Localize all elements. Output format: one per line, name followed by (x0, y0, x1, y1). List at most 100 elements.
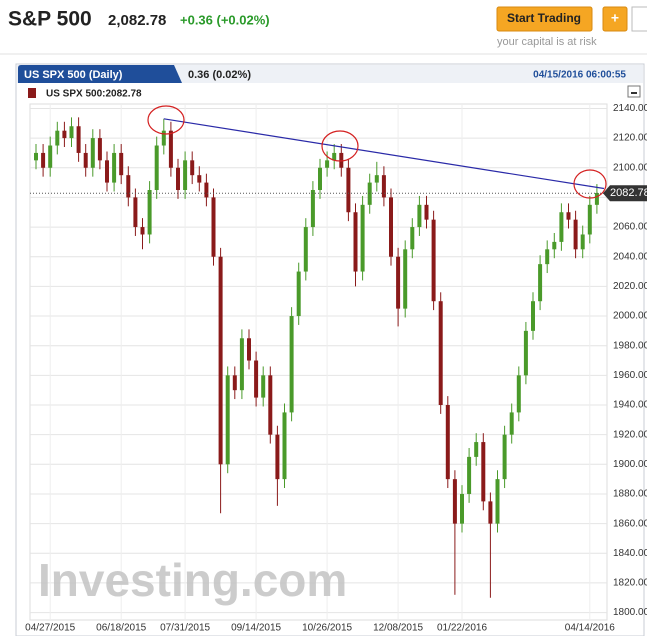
candle-body (552, 241, 557, 250)
candle-body (97, 138, 102, 161)
y-tick-label: 1820.00 (613, 578, 647, 589)
y-tick-label: 2060.00 (613, 222, 647, 233)
candle-body (232, 375, 237, 391)
candle-body (353, 212, 358, 272)
candle-body (218, 256, 223, 465)
candle-body (275, 434, 280, 480)
candle-body (396, 256, 401, 309)
candle-body (133, 197, 138, 228)
candle-body (225, 375, 230, 465)
x-tick-label: 12/08/2015 (373, 623, 423, 634)
risk-note: your capital is at risk (497, 36, 597, 48)
x-tick-label: 07/31/2015 (160, 623, 210, 634)
candle-body (83, 152, 88, 168)
change-label: 0.36 (0.02%) (188, 69, 251, 81)
y-tick-label: 2120.00 (613, 133, 647, 144)
candle-body (154, 145, 159, 190)
candle-body (360, 204, 365, 272)
candle-body (126, 175, 131, 198)
last-price-label: 2082.78 (610, 187, 647, 199)
candle-body (460, 493, 464, 524)
candle-body (48, 145, 53, 168)
candle-body (431, 219, 436, 302)
candle-body (303, 227, 308, 272)
start-trading-button[interactable] (496, 6, 593, 32)
candle-body (452, 479, 457, 524)
candle-body (197, 175, 202, 183)
price: 2,082.78 (108, 12, 166, 29)
y-tick-label: 2100.00 (613, 162, 647, 173)
candle-body (374, 175, 379, 183)
legend-icon (28, 88, 36, 98)
candle-body (580, 234, 585, 250)
highlight-circle (147, 105, 185, 135)
x-tick-label: 06/18/2015 (96, 623, 146, 634)
candle-body (566, 212, 571, 220)
plot: 2140.002120.002100.002080.002060.002040.… (25, 103, 647, 634)
x-tick-label: 09/14/2015 (231, 623, 281, 634)
candle-body (531, 301, 535, 331)
candle-body (488, 501, 493, 524)
trendline (163, 118, 605, 190)
candle-body (62, 130, 67, 139)
candle-body (76, 126, 81, 153)
candle-body (424, 204, 429, 220)
highlight-circle (321, 130, 359, 162)
candle-body (34, 152, 38, 161)
candle-body (594, 192, 599, 205)
candle-body (559, 212, 564, 242)
alert-icon: + (611, 10, 619, 26)
y-tick-label: 2000.00 (613, 311, 647, 322)
candle-body (467, 456, 472, 494)
candle-body (538, 264, 543, 302)
y-tick-label: 1860.00 (613, 518, 647, 529)
x-tick-label: 10/26/2015 (302, 623, 352, 634)
candle-body (410, 227, 415, 250)
candle-body (495, 479, 500, 524)
change: +0.36 (+0.02%) (180, 12, 270, 27)
candle-body (261, 375, 266, 398)
y-tick-label: 2040.00 (613, 251, 647, 262)
candle-body (183, 160, 188, 190)
candle-body (69, 126, 74, 139)
y-tick-label: 1800.00 (613, 607, 647, 618)
candle-body (545, 249, 550, 265)
candle-body (119, 152, 124, 176)
candle-body (168, 130, 173, 168)
highlight-circle (573, 169, 607, 199)
candle-body (296, 271, 301, 317)
y-tick-label: 1920.00 (613, 429, 647, 440)
candle-body (204, 182, 209, 198)
candle-body (161, 130, 166, 146)
y-tick-label: 1900.00 (613, 459, 647, 470)
last-price-box (603, 185, 647, 202)
candle-body (339, 152, 344, 168)
candle-body (211, 197, 216, 257)
candle-body (523, 330, 528, 376)
candle-body (516, 375, 521, 413)
candle-body (417, 204, 422, 228)
candle-body (346, 167, 351, 213)
candle-body (289, 316, 294, 413)
candle-body (105, 160, 109, 183)
candle-body (254, 360, 259, 398)
candle-body (310, 190, 315, 228)
y-tick-label: 1840.00 (613, 548, 647, 559)
button-label[interactable]: Start Trading (507, 11, 581, 25)
candle-body (55, 130, 60, 146)
candle-body (41, 152, 46, 168)
candle-body (332, 152, 337, 161)
candle-body (318, 167, 322, 190)
candle-body (502, 434, 507, 480)
candle-body (247, 338, 251, 361)
candle-body (268, 375, 273, 435)
minimize-button[interactable] (627, 85, 641, 98)
candle-body (573, 219, 578, 250)
panel-tab[interactable] (18, 65, 182, 83)
candle-body (112, 152, 117, 183)
candle-body (90, 138, 95, 168)
x-tick-label: 04/27/2015 (25, 623, 75, 634)
more-button[interactable] (631, 6, 647, 32)
alert-button[interactable] (602, 6, 628, 32)
y-tick-label: 1880.00 (613, 489, 647, 500)
